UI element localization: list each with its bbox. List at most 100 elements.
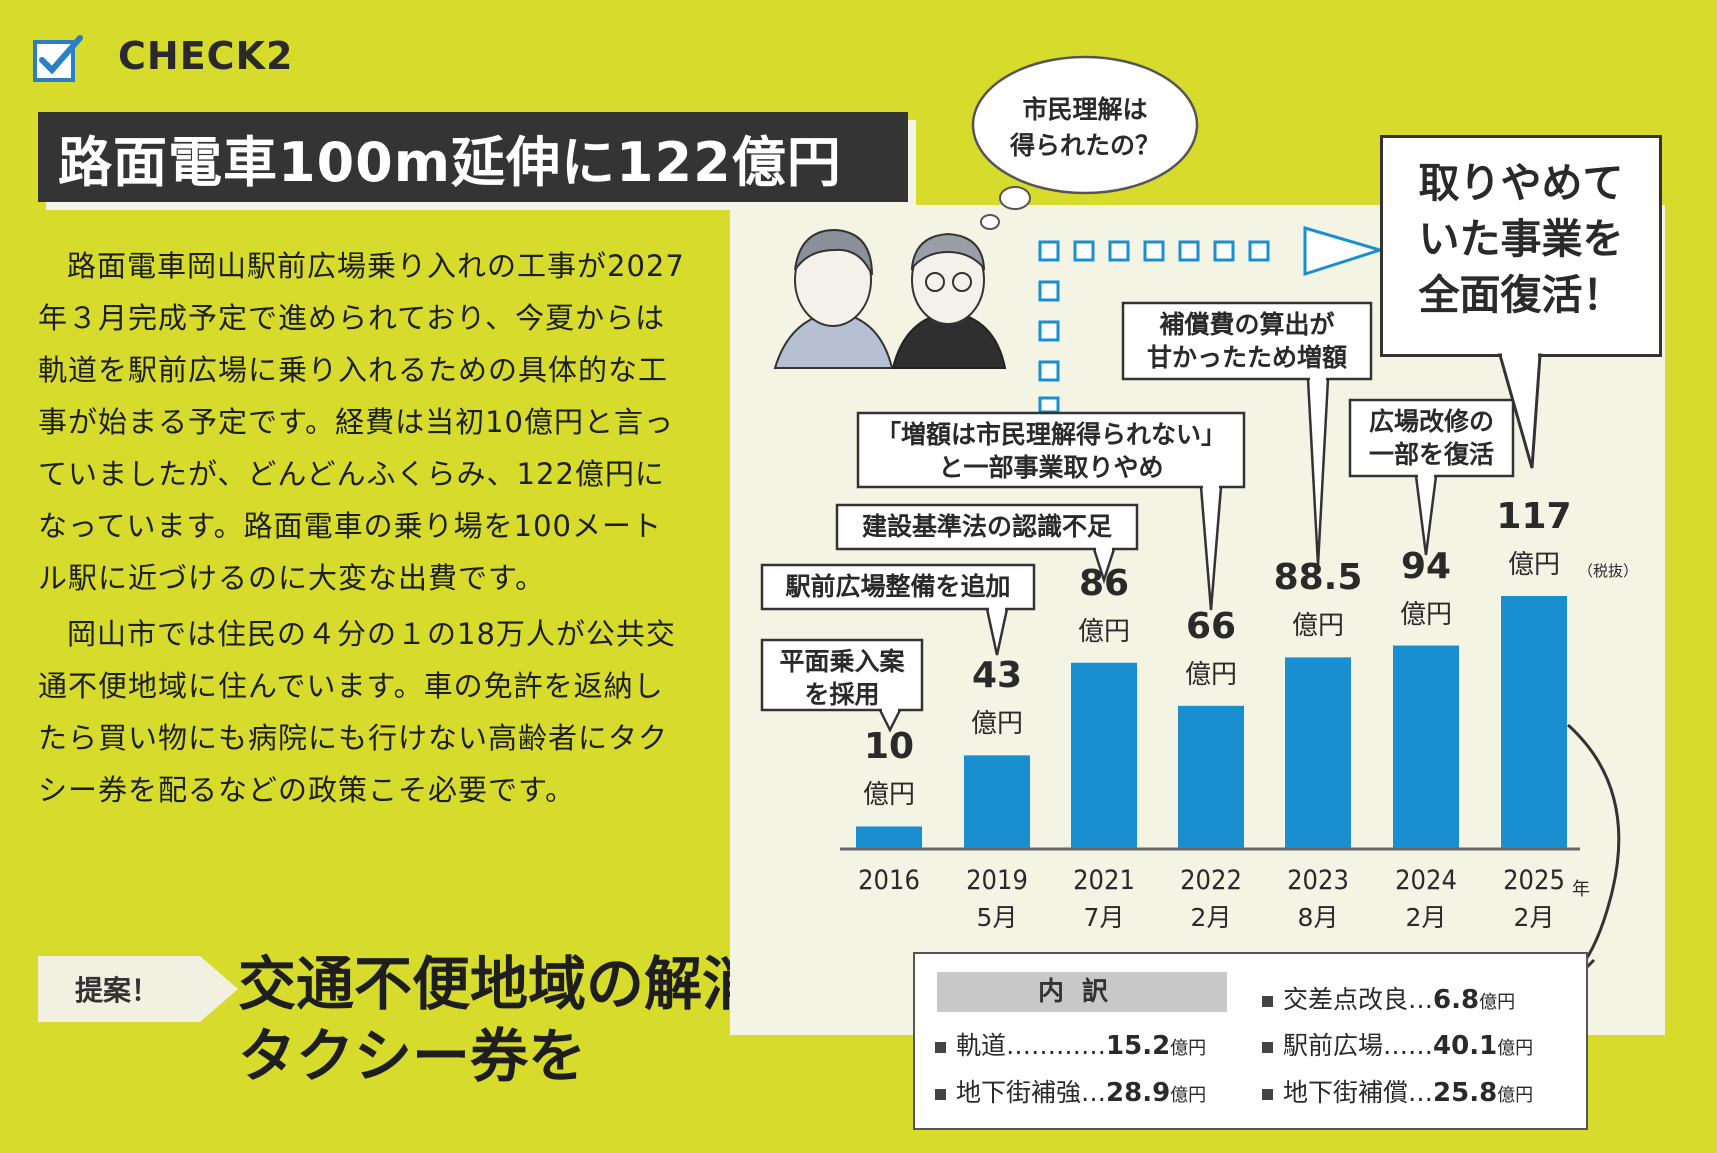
tax-note-label: （税抜） bbox=[1578, 562, 1639, 580]
value-label: 94 bbox=[1400, 545, 1452, 587]
annotation-box bbox=[1121, 301, 1373, 381]
annotation-line-1: 駅前広場整備を追加 bbox=[785, 572, 1011, 601]
breakdown-item-name: 地下街補償… bbox=[1283, 1078, 1434, 1107]
tick-month-label: 8月 bbox=[1297, 903, 1339, 932]
value-label: 117 bbox=[1496, 496, 1572, 537]
breakdown-item-name: 地下街補強… bbox=[956, 1078, 1107, 1107]
curved-arrow-icon bbox=[1566, 723, 1621, 969]
annotation-tail bbox=[1199, 486, 1223, 611]
annotation-box bbox=[760, 563, 1036, 611]
value-label: 86 bbox=[1078, 562, 1130, 604]
value-label: 66 bbox=[1185, 605, 1237, 647]
tick-year-label: 2023 bbox=[1287, 865, 1349, 896]
callout-line-1: 取りやめて bbox=[1418, 159, 1624, 207]
breakdown-item-value: 6.8 bbox=[1433, 985, 1480, 1015]
breakdown-item-unit: 億円 bbox=[1479, 992, 1516, 1013]
value-unit-label: 億円 bbox=[1507, 550, 1560, 580]
breakdown-item: 地下街補強…28.9億円 bbox=[935, 1073, 1206, 1109]
bar-2025 bbox=[1501, 596, 1567, 848]
worried-people-icon bbox=[773, 228, 1007, 369]
callout-line-3: 全面復活！ bbox=[1418, 271, 1624, 319]
proposal-tag: 提案！ bbox=[38, 956, 196, 1022]
proposal-text: 交通不便地域の解消と タクシー券を bbox=[238, 948, 818, 1092]
proposal-line-2: タクシー券を bbox=[238, 1022, 587, 1090]
annotation-tail bbox=[985, 608, 1009, 656]
annotation-line-1: 補償費の算出が bbox=[1159, 310, 1335, 339]
breakdown-item-name: 交差点改良… bbox=[1283, 985, 1434, 1014]
breakdown-item-value: 15.2 bbox=[1106, 1031, 1171, 1061]
annotation-tail bbox=[878, 709, 902, 733]
bullet-square-icon bbox=[935, 1041, 946, 1053]
breakdown-item: 交差点改良…6.8億円 bbox=[1262, 980, 1515, 1016]
annotation-box bbox=[1348, 398, 1515, 478]
value-unit-label: 億円 bbox=[1291, 611, 1344, 642]
tick-year-label: 2024 bbox=[1395, 865, 1457, 896]
bar-2024 bbox=[1393, 645, 1459, 848]
page-title: 路面電車100m延伸に122億円 bbox=[58, 131, 842, 194]
tick-year-label: 2019 bbox=[966, 865, 1028, 896]
annotation-line-2: と一部事業取りやめ bbox=[938, 453, 1164, 482]
bar-2022 bbox=[1178, 705, 1244, 848]
proposal-line-1: 交通不便地域の解消と bbox=[238, 950, 819, 1018]
tick-year-label: 2016 bbox=[858, 865, 920, 896]
tick-month-label: 7月 bbox=[1083, 903, 1125, 932]
breakdown-item-value: 28.9 bbox=[1106, 1078, 1171, 1108]
value-label: 88.5 bbox=[1273, 557, 1363, 599]
value-unit-label: 億円 bbox=[1077, 616, 1130, 647]
bullet-square-icon bbox=[1262, 995, 1273, 1007]
value-unit-label: 億円 bbox=[970, 709, 1023, 740]
breakdown-item: 地下街補償…25.8億円 bbox=[1262, 1073, 1533, 1109]
annotation-line-2: 甘かったため増額 bbox=[1146, 343, 1347, 372]
thought-line-2: 得られたの？ bbox=[1009, 131, 1160, 160]
bullet-square-icon bbox=[935, 1088, 946, 1100]
tick-month-label: 5月 bbox=[976, 903, 1018, 932]
thought-line-1: 市民理解は bbox=[1022, 95, 1148, 124]
check-label: CHECK2 bbox=[118, 34, 294, 78]
annotation-line-2: を採用 bbox=[804, 680, 880, 709]
breakdown-item: 軌道…………15.2億円 bbox=[935, 1026, 1206, 1062]
annotation-line-1: 「増額は市民理解得られない」 bbox=[875, 420, 1226, 449]
annotation-line-2: 一部を復活 bbox=[1368, 440, 1494, 469]
article-body: 路面電車岡山駅前広場乗り入れの工事が2027年３月完成予定で進められており、今夏… bbox=[38, 240, 688, 816]
breakdown-item-unit: 億円 bbox=[1170, 1085, 1207, 1106]
value-unit-label: 億円 bbox=[1399, 599, 1452, 630]
breakdown-item: 駅前広場……40.1億円 bbox=[1262, 1026, 1533, 1062]
breakdown-item-unit: 億円 bbox=[1170, 1038, 1207, 1059]
pointer-triangle-icon bbox=[1303, 225, 1386, 277]
annotation-box bbox=[760, 638, 924, 712]
thought-bubble-icon bbox=[971, 55, 1199, 230]
annotation-line-1: 建設基準法の認識不足 bbox=[861, 512, 1112, 541]
breakdown-item-unit: 億円 bbox=[1497, 1038, 1534, 1059]
breakdown-item-value: 40.1 bbox=[1433, 1031, 1498, 1061]
annotation-line-1: 平面乗入案 bbox=[779, 647, 905, 676]
bar-2021 bbox=[1071, 662, 1137, 848]
annotation-tail bbox=[1306, 378, 1330, 566]
thought-bubble-text: 市民理解は 得られたの？ bbox=[1000, 92, 1170, 164]
year-suffix-label: 年 bbox=[1572, 879, 1590, 900]
value-unit-label: 億円 bbox=[862, 780, 915, 811]
tick-year-label: 2022 bbox=[1180, 865, 1242, 896]
breakdown-item-name: 軌道………… bbox=[956, 1031, 1107, 1060]
tick-month-label: 2月 bbox=[1190, 903, 1232, 932]
bar-2023 bbox=[1285, 657, 1351, 848]
breakdown-item-value: 25.8 bbox=[1433, 1078, 1498, 1108]
breakdown-item-unit: 億円 bbox=[1497, 1085, 1534, 1106]
dotted-connector bbox=[1038, 240, 1270, 414]
title-bar bbox=[38, 112, 908, 202]
bar-2016 bbox=[856, 826, 922, 848]
value-label: 10 bbox=[863, 726, 915, 768]
annotation-tail bbox=[1414, 475, 1438, 556]
tick-month-label: 2月 bbox=[1513, 903, 1555, 932]
annotation-tail bbox=[1092, 548, 1116, 585]
bar-2019 bbox=[964, 755, 1030, 848]
tick-year-label: 2025 bbox=[1503, 865, 1565, 896]
breakdown-item-name: 駅前広場…… bbox=[1283, 1031, 1434, 1060]
big-callout-text: 取りやめて いた事業を 全面復活！ bbox=[1380, 155, 1662, 323]
annotation-line-1: 広場改修の bbox=[1368, 407, 1494, 436]
callout-line-2: いた事業を bbox=[1418, 215, 1624, 263]
value-label: 43 bbox=[971, 655, 1023, 697]
article-paragraph-2: 岡山市では住民の４分の１の18万人が公共交通不便地域に住んでいます。車の免許を返… bbox=[38, 617, 676, 807]
bullet-square-icon bbox=[1262, 1041, 1273, 1053]
bullet-square-icon bbox=[1262, 1088, 1273, 1100]
article-paragraph-1: 路面電車岡山駅前広場乗り入れの工事が2027年３月完成予定で進められており、今夏… bbox=[38, 249, 685, 595]
